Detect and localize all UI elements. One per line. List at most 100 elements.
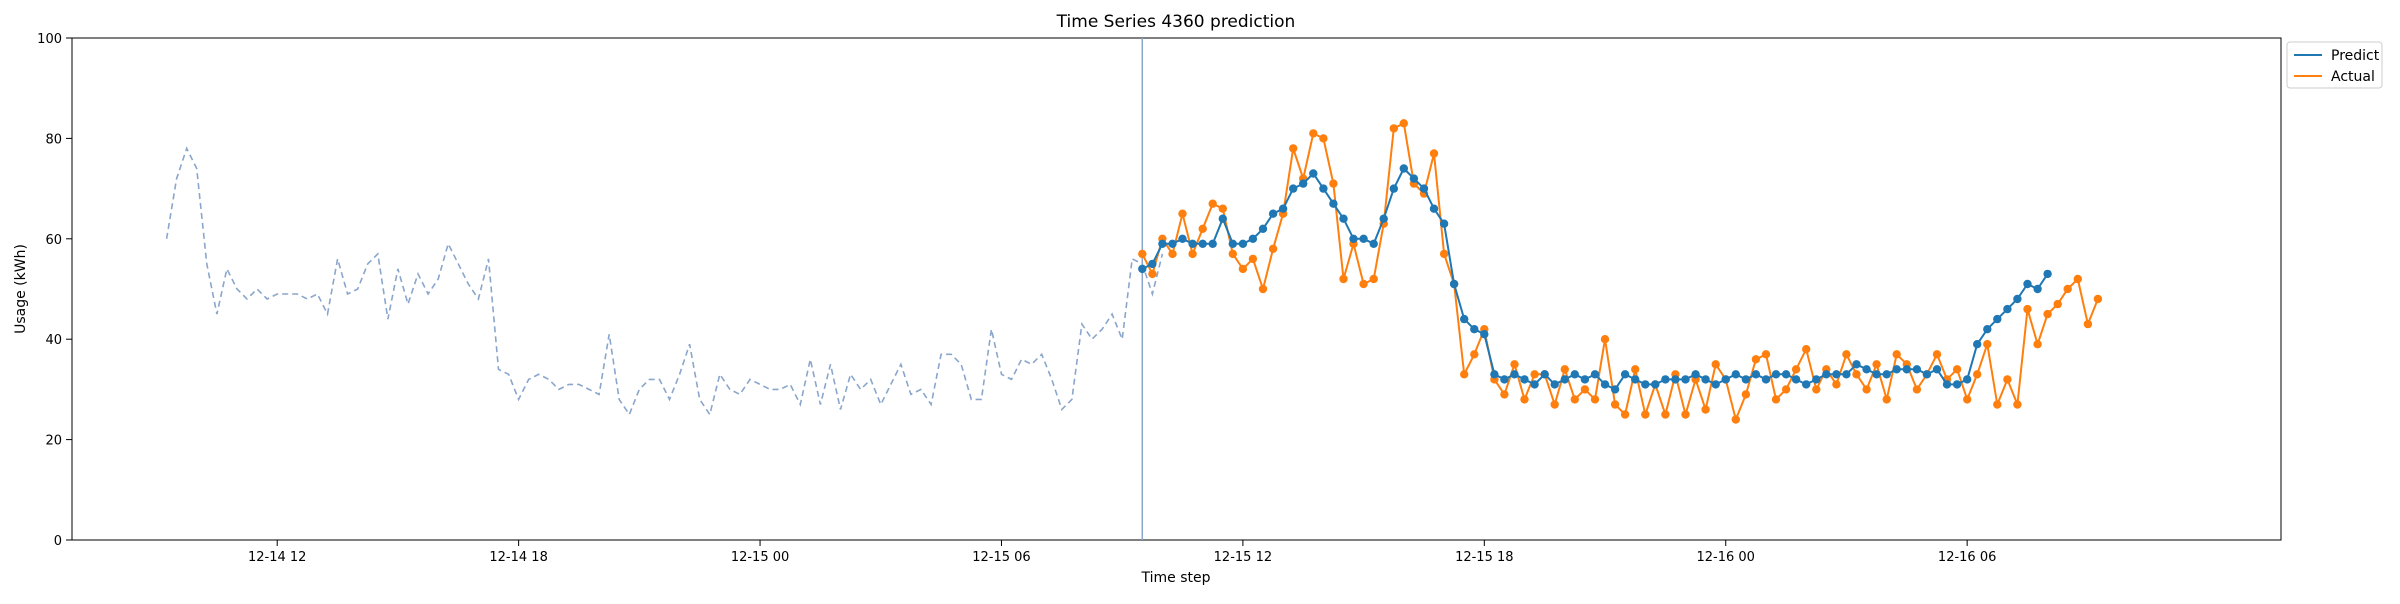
- y-tick-label: 0: [54, 534, 62, 549]
- predict-point: [1560, 375, 1570, 384]
- x-axis-label: Time step: [1141, 570, 1211, 586]
- predict-point: [1590, 370, 1600, 379]
- actual-point: [1439, 249, 1449, 259]
- predict-point: [1570, 370, 1580, 379]
- predict-point: [1278, 204, 1288, 213]
- predict-point: [1329, 199, 1338, 208]
- predict-point: [1238, 239, 1248, 248]
- actual-point: [1339, 274, 1348, 284]
- predict-point: [1812, 375, 1821, 384]
- predict-point: [1299, 179, 1308, 188]
- actual-point: [1148, 269, 1157, 279]
- actual-point: [1731, 415, 1741, 424]
- actual-point: [1329, 179, 1338, 188]
- predict-point: [1490, 370, 1499, 379]
- x-tick-label: 12-14 12: [248, 550, 306, 565]
- actual-point: [2033, 340, 2042, 349]
- predict-point: [1319, 184, 1328, 193]
- predict-point: [1721, 375, 1730, 384]
- actual-point: [1973, 370, 1982, 379]
- predict-point: [1610, 385, 1620, 394]
- actual-point: [1802, 345, 1811, 354]
- actual-point: [1701, 405, 1710, 414]
- predict-point: [2023, 279, 2032, 289]
- predict-point: [1218, 214, 1228, 223]
- x-tick-label: 12-16 06: [1938, 550, 1996, 565]
- actual-point: [1228, 249, 1238, 259]
- predict-point: [1439, 219, 1449, 228]
- predict-point: [1952, 380, 1962, 389]
- predict-point: [1530, 380, 1539, 389]
- predict-point: [2033, 284, 2042, 294]
- actual-point: [1268, 244, 1278, 253]
- x-axis: 12-14 12 12-14 18 12-15 00 12-15 06 12-15 12…: [248, 540, 1996, 565]
- predict-point: [1168, 239, 1177, 248]
- predict-point: [1661, 375, 1670, 384]
- predict-point: [1268, 209, 1278, 218]
- predict-point: [1731, 370, 1741, 379]
- predict-point: [1158, 239, 1167, 248]
- predict-point: [1620, 370, 1630, 379]
- predict-point: [1681, 375, 1690, 384]
- actual-point: [1319, 134, 1328, 143]
- legend: Predict Actual: [2286, 41, 2383, 89]
- predict-point: [1550, 380, 1559, 389]
- predict-point: [1771, 370, 1781, 379]
- predict-point: [1973, 340, 1982, 349]
- y-tick-label: 40: [45, 333, 62, 348]
- actual-point: [1892, 350, 1901, 359]
- x-tick-label: 12-14 18: [489, 550, 547, 565]
- predict-point: [1872, 370, 1881, 379]
- predict-point: [1671, 375, 1680, 384]
- actual-point: [1520, 395, 1529, 404]
- actual-point: [1138, 249, 1147, 259]
- actual-point: [1610, 400, 1620, 409]
- predict-point: [2003, 304, 2012, 314]
- predict-point: [1138, 264, 1147, 274]
- chart-title: Time Series 4360 prediction: [1056, 12, 1296, 32]
- predict-point: [1631, 375, 1640, 384]
- predict-point: [1832, 370, 1841, 379]
- actual-point: [1852, 370, 1861, 379]
- predict-point: [1248, 234, 1258, 243]
- actual-point: [1842, 350, 1851, 359]
- actual-point: [1791, 365, 1801, 374]
- actual-point: [1862, 385, 1871, 394]
- predict-point: [1389, 184, 1399, 193]
- actual-point: [1530, 370, 1539, 379]
- predict-point: [1701, 375, 1710, 384]
- predict-point: [1651, 380, 1660, 389]
- predict-point: [1791, 375, 1801, 384]
- x-tick-label: 12-15 12: [1214, 550, 1272, 565]
- predict-point: [1761, 375, 1771, 384]
- y-axis: 0 20 40 60 80 100: [37, 32, 72, 549]
- actual-point: [1711, 360, 1720, 369]
- actual-point: [2093, 294, 2103, 304]
- y-axis-label: Usage (kWh): [13, 244, 29, 334]
- predict-point: [1500, 375, 1509, 384]
- actual-point: [1168, 249, 1177, 259]
- predict-point: [1781, 370, 1791, 379]
- predict-series: [1138, 164, 2052, 394]
- actual-point: [1993, 400, 2002, 409]
- predict-point: [1993, 314, 2002, 324]
- actual-point: [1882, 395, 1891, 404]
- actual-point: [2073, 274, 2082, 284]
- predict-point: [1862, 365, 1871, 374]
- predict-point: [1359, 234, 1368, 243]
- actual-point: [1872, 360, 1881, 369]
- x-tick-label: 12-15 00: [731, 550, 789, 565]
- actual-point: [1208, 199, 1217, 208]
- actual-point: [1470, 350, 1479, 359]
- actual-point: [1258, 284, 1268, 294]
- predict-point: [1540, 370, 1549, 379]
- series-layer: [165, 38, 2103, 540]
- predict-point: [1963, 375, 1972, 384]
- actual-point: [2003, 375, 2012, 384]
- actual-point: [1460, 370, 1469, 379]
- actual-point: [1198, 224, 1207, 233]
- predict-point: [1600, 380, 1610, 389]
- actual-point: [1963, 395, 1972, 404]
- actual-point: [1369, 274, 1378, 284]
